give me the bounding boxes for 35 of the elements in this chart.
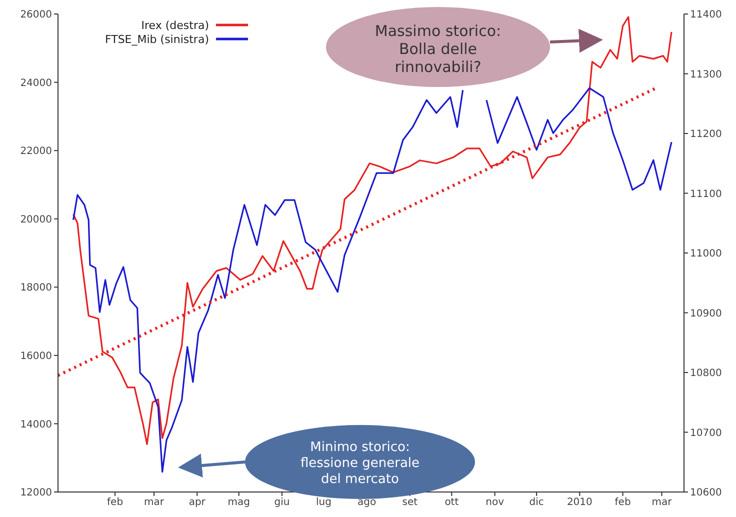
x-tick-label: ott [444,497,459,508]
x-tick-label: mar [652,497,673,508]
y-tick-label: 22000 [20,146,52,158]
y2-tick-label: 10800 [690,368,722,380]
y-tick-label: 16000 [20,350,52,362]
x-tick-label: giu [274,497,290,508]
y2-tick-label: 11400 [690,10,722,21]
y-tick-label: 14000 [20,419,52,430]
x-tick-label: ago [358,497,376,508]
x-tick-label: mar [144,497,165,508]
legend-label: Irex (destra) [141,18,209,32]
x-tick-label: dic [529,497,544,508]
y2-tick-label: 10700 [690,428,722,439]
y2-tick-label: 11300 [690,69,722,80]
x-tick-label: 2010 [566,497,592,508]
y2-tick-label: 11200 [690,129,722,140]
y-tick-label: 18000 [20,282,52,294]
x-tick-label: lug [316,497,332,508]
y-tick-label: 24000 [20,78,52,89]
x-tick-label: feb [614,497,631,508]
x-tick-label: feb [107,497,124,508]
y2-tick-label: 10600 [690,488,722,499]
y2-tick-label: 11100 [690,188,722,200]
y-tick-label: 12000 [20,488,52,499]
y-tick-label: 20000 [20,214,52,226]
x-tick-label: set [402,497,418,508]
x-tick-label: mag [228,497,250,508]
y2-tick-label: 11000 [690,248,722,260]
annotation: Minimo storico: flessione generale del mercato [300,440,420,487]
legend-label: FTSE_Mib (sinistra) [104,32,209,46]
x-tick-label: nov [486,497,504,508]
y2-tick-label: 10900 [690,308,722,320]
y-tick-label: 26000 [20,10,52,21]
x-tick-label: apr [188,497,206,508]
annotation: Massimo storico: Bolla delle rinnovabili? [374,22,502,76]
